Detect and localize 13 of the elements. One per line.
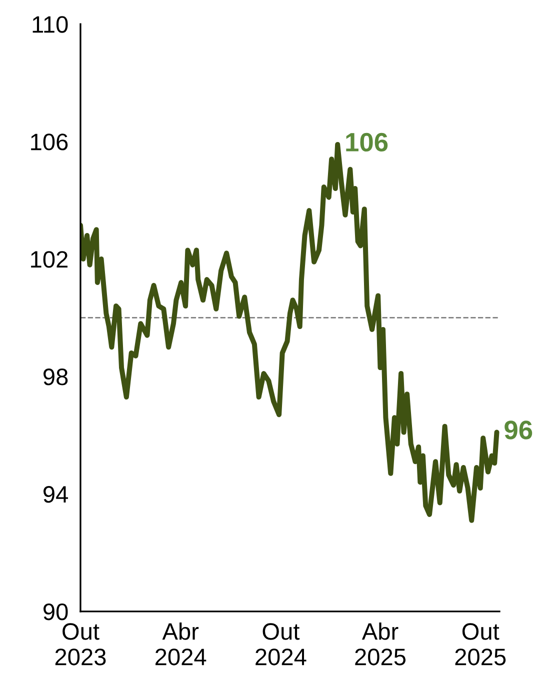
annotation: 96 [504,420,532,440]
y-tick-label: 94 [44,486,68,503]
y-tick-label: 106 [31,134,68,150]
x-tick-label: Out 2023 [55,623,106,666]
y-tick-label: 102 [31,251,68,268]
y-tick-label: 90 [44,604,68,620]
annotation: 106 [346,132,388,152]
x-tick-label: Abr 2024 [156,622,206,666]
x-tick-label: Out 2025 [455,623,506,666]
x-tick-label: Out 2024 [256,623,306,666]
y-tick-label: 110 [32,16,68,33]
y-tick-label: 98 [44,368,68,386]
x-tick-label: Abr 2025 [355,622,406,666]
